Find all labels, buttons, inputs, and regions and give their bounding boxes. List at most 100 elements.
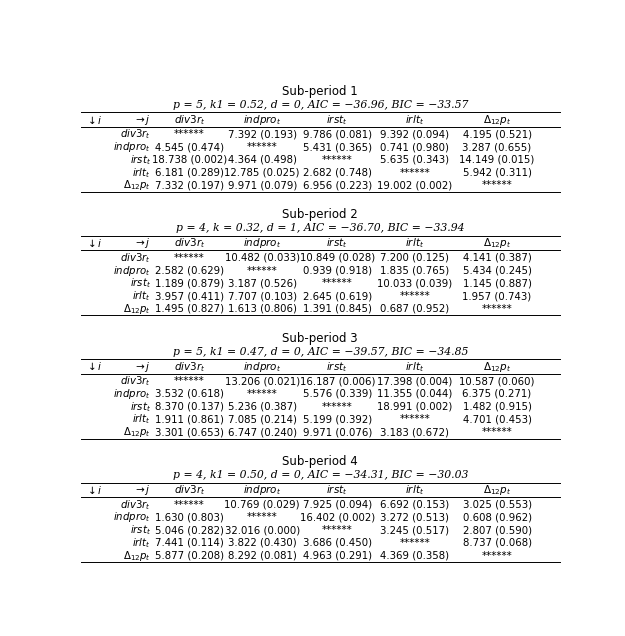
Text: $irlt_t$: $irlt_t$ [405,360,424,374]
Text: 0.741 (0.980): 0.741 (0.980) [380,142,449,152]
Text: 1.957 (0.743): 1.957 (0.743) [462,291,532,301]
Text: 7.332 (0.197): 7.332 (0.197) [155,181,224,190]
Text: 1.482 (0.915): 1.482 (0.915) [462,402,532,411]
Text: ******: ****** [247,513,278,522]
Text: $indpro_t$: $indpro_t$ [113,263,151,277]
Text: $irst_t$: $irst_t$ [326,360,348,374]
Text: ******: ****** [247,266,278,275]
Text: Sub-period 2: Sub-period 2 [282,208,358,221]
Text: $irst_t$: $irst_t$ [326,483,348,497]
Text: $indpro_t$: $indpro_t$ [243,483,281,497]
Text: 16.187 (0.006): 16.187 (0.006) [299,377,375,386]
Text: 0.608 (0.962): 0.608 (0.962) [462,513,532,522]
Text: 2.645 (0.619): 2.645 (0.619) [302,291,372,301]
Text: 11.355 (0.044): 11.355 (0.044) [377,389,452,399]
Text: 6.747 (0.240): 6.747 (0.240) [228,427,297,437]
Text: 4.963 (0.291): 4.963 (0.291) [302,551,372,561]
Text: 0.939 (0.918): 0.939 (0.918) [302,266,372,275]
Text: 4.141 (0.387): 4.141 (0.387) [462,253,531,263]
Text: 6.956 (0.223): 6.956 (0.223) [302,181,372,190]
Text: 1.613 (0.806): 1.613 (0.806) [228,304,297,314]
Text: p = 5, k1 = 0.47, d = 0, AIC = −39.57, BIC = −34.85: p = 5, k1 = 0.47, d = 0, AIC = −39.57, B… [173,347,468,357]
Text: 5.199 (0.392): 5.199 (0.392) [302,415,372,424]
Text: 3.272 (0.513): 3.272 (0.513) [380,513,449,522]
Text: $irst_t$: $irst_t$ [326,113,348,127]
Text: $indpro_t$: $indpro_t$ [243,113,281,127]
Text: 9.392 (0.094): 9.392 (0.094) [380,129,449,139]
Text: $irlt_t$: $irlt_t$ [405,237,424,251]
Text: $\Delta_{12}p_t$: $\Delta_{12}p_t$ [123,179,151,193]
Text: 10.033 (0.039): 10.033 (0.039) [377,279,452,288]
Text: 4.545 (0.474): 4.545 (0.474) [155,142,224,152]
Text: 13.206 (0.021): 13.206 (0.021) [224,377,300,386]
Text: ******: ****** [247,389,278,399]
Text: 32.016 (0.000): 32.016 (0.000) [224,525,300,535]
Text: 8.737 (0.068): 8.737 (0.068) [462,538,532,548]
Text: 5.236 (0.387): 5.236 (0.387) [228,402,297,411]
Text: $irlt_t$: $irlt_t$ [132,413,151,426]
Text: $indpro_t$: $indpro_t$ [113,510,151,524]
Text: 3.301 (0.653): 3.301 (0.653) [155,427,224,437]
Text: 0.687 (0.952): 0.687 (0.952) [380,304,449,314]
Text: $irlt_t$: $irlt_t$ [132,289,151,303]
Text: 3.287 (0.655): 3.287 (0.655) [462,142,532,152]
Text: $indpro_t$: $indpro_t$ [113,140,151,154]
Text: $\rightarrow j$: $\rightarrow j$ [133,113,151,127]
Text: 5.635 (0.343): 5.635 (0.343) [380,155,449,165]
Text: 14.149 (0.015): 14.149 (0.015) [459,155,535,165]
Text: 3.025 (0.553): 3.025 (0.553) [462,500,532,509]
Text: $\rightarrow j$: $\rightarrow j$ [133,483,151,497]
Text: 5.877 (0.208): 5.877 (0.208) [155,551,224,561]
Text: 16.402 (0.002): 16.402 (0.002) [299,513,375,522]
Text: $irlt_t$: $irlt_t$ [132,536,151,550]
Text: 5.046 (0.282): 5.046 (0.282) [155,525,224,535]
Text: p = 4, k = 0.32, d = 1, AIC = −36.70, BIC = −33.94: p = 4, k = 0.32, d = 1, AIC = −36.70, BI… [176,223,464,233]
Text: $\rightarrow j$: $\rightarrow j$ [133,360,151,374]
Text: 12.785 (0.025): 12.785 (0.025) [224,168,300,177]
Text: 10.849 (0.028): 10.849 (0.028) [299,253,375,263]
Text: $irst_t$: $irst_t$ [129,277,151,290]
Text: ******: ****** [322,155,352,165]
Text: 1.391 (0.845): 1.391 (0.845) [302,304,372,314]
Text: Sub-period 1: Sub-period 1 [282,85,358,98]
Text: ******: ****** [482,427,512,437]
Text: p = 5, k1 = 0.52, d = 0, AIC = −36.96, BIC = −33.57: p = 5, k1 = 0.52, d = 0, AIC = −36.96, B… [173,100,468,110]
Text: 2.582 (0.629): 2.582 (0.629) [155,266,224,275]
Text: 5.576 (0.339): 5.576 (0.339) [302,389,372,399]
Text: 5.942 (0.311): 5.942 (0.311) [462,168,532,177]
Text: Sub-period 3: Sub-period 3 [282,331,358,345]
Text: 10.769 (0.029): 10.769 (0.029) [224,500,300,509]
Text: $indpro_t$: $indpro_t$ [243,237,281,251]
Text: $irst_t$: $irst_t$ [129,400,151,413]
Text: ******: ****** [174,377,205,386]
Text: 3.532 (0.618): 3.532 (0.618) [155,389,224,399]
Text: $\Delta_{12}p_t$: $\Delta_{12}p_t$ [483,483,511,497]
Text: p = 4, k1 = 0.50, d = 0, AIC = −34.31, BIC = −30.03: p = 4, k1 = 0.50, d = 0, AIC = −34.31, B… [173,470,468,480]
Text: $indpro_t$: $indpro_t$ [113,387,151,401]
Text: 7.200 (0.125): 7.200 (0.125) [380,253,449,263]
Text: $irst_t$: $irst_t$ [326,237,348,251]
Text: 7.392 (0.193): 7.392 (0.193) [228,129,297,139]
Text: ******: ****** [322,402,352,411]
Text: 1.911 (0.861): 1.911 (0.861) [155,415,224,424]
Text: ******: ****** [482,304,512,314]
Text: $div3r_t$: $div3r_t$ [174,237,205,251]
Text: $div3r_t$: $div3r_t$ [120,251,151,265]
Text: 3.686 (0.450): 3.686 (0.450) [302,538,372,548]
Text: 1.835 (0.765): 1.835 (0.765) [380,266,449,275]
Text: ******: ****** [399,415,430,424]
Text: 3.183 (0.672): 3.183 (0.672) [380,427,449,437]
Text: 18.991 (0.002): 18.991 (0.002) [377,402,452,411]
Text: $irlt_t$: $irlt_t$ [405,483,424,497]
Text: 3.187 (0.526): 3.187 (0.526) [228,279,297,288]
Text: $\rightarrow j$: $\rightarrow j$ [133,237,151,251]
Text: 5.431 (0.365): 5.431 (0.365) [302,142,372,152]
Text: ******: ****** [174,253,205,263]
Text: ******: ****** [482,551,512,561]
Text: 4.369 (0.358): 4.369 (0.358) [380,551,449,561]
Text: 7.441 (0.114): 7.441 (0.114) [155,538,224,548]
Text: $\downarrow i$: $\downarrow i$ [86,238,103,249]
Text: 10.587 (0.060): 10.587 (0.060) [459,377,535,386]
Text: 18.738 (0.002): 18.738 (0.002) [152,155,227,165]
Text: ******: ****** [174,129,205,139]
